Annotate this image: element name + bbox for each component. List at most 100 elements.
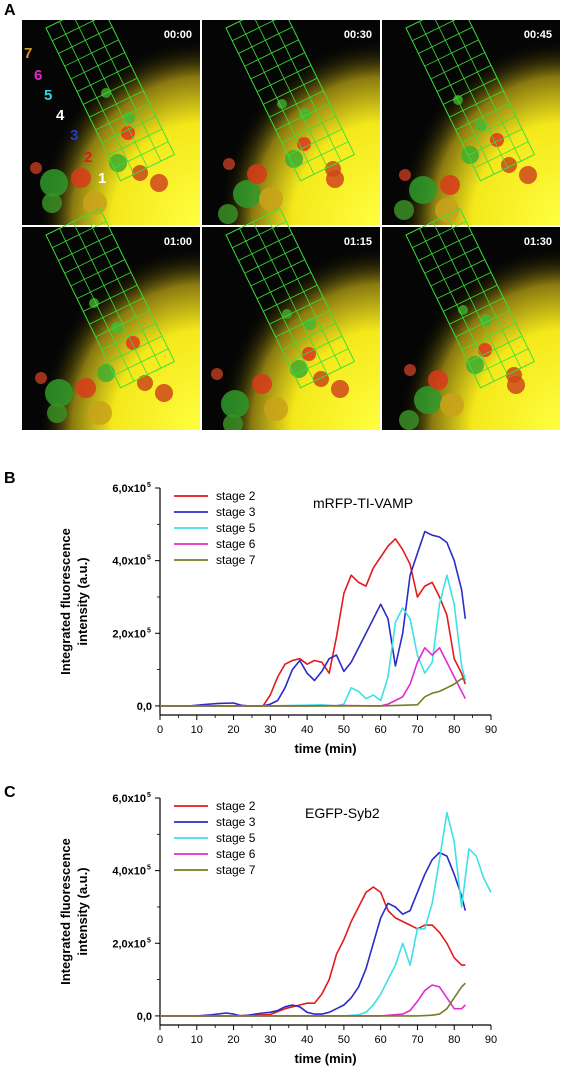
x-tick-label: 40	[301, 724, 313, 736]
roi-grid	[405, 208, 536, 389]
fluorescent-puncta	[83, 191, 107, 215]
legend-label: stage 3	[216, 505, 256, 519]
chart-mrfp-ti-vamp: 0 10 20 30 40 50 60 70 80 900,02,0x10 54,0x10 56,0x…	[58, 482, 497, 756]
fluorescent-puncta	[126, 336, 140, 350]
x-axis-label: time (min)	[294, 1051, 356, 1066]
x-tick-label: 70	[411, 1034, 423, 1046]
fluorescent-puncta	[304, 318, 316, 330]
y-tick-label: 0,0	[137, 1011, 152, 1023]
fluorescent-puncta	[211, 368, 223, 380]
fluorescent-puncta	[297, 137, 311, 151]
x-tick-label: 20	[227, 724, 239, 736]
series-line-stage-7	[160, 982, 466, 1017]
fluorescent-puncta	[478, 343, 492, 357]
legend-label: stage 7	[216, 863, 256, 877]
micrograph-tile: 00:45	[382, 20, 560, 225]
y-axis-label-line1: Integrated fluorescence	[58, 838, 73, 985]
fluorescent-puncta	[47, 403, 67, 423]
y-tick-exponent: 5	[147, 792, 151, 799]
fluorescent-puncta	[40, 169, 68, 197]
stage-number-label: 7	[24, 45, 32, 62]
fluorescent-puncta	[461, 146, 479, 164]
panel-label-c: C	[4, 784, 16, 801]
fluorescent-puncta	[490, 133, 504, 147]
y-tick-label: 2,0x10	[112, 938, 146, 950]
x-axis-label: time (min)	[294, 741, 356, 756]
x-tick-label: 40	[301, 1034, 313, 1046]
x-tick-label: 50	[338, 724, 350, 736]
y-tick-label: 4,0x10	[112, 866, 146, 878]
legend-label: stage 2	[216, 489, 256, 503]
panel-label-b: B	[4, 470, 16, 487]
fluorescent-puncta	[35, 372, 47, 384]
roi-grid	[225, 20, 356, 182]
x-tick-label: 50	[338, 1034, 350, 1046]
roi-grid	[225, 208, 356, 389]
panel-label-a: A	[4, 2, 16, 19]
fluorescent-puncta	[326, 170, 344, 188]
stage-number-label: 3	[70, 127, 78, 144]
fluorescent-puncta	[121, 126, 135, 140]
fluorescent-puncta	[435, 198, 459, 222]
micrograph-tile: 01:30	[382, 208, 560, 430]
fluorescent-puncta	[252, 374, 272, 394]
fluorescent-puncta	[519, 166, 537, 184]
legend-label: stage 6	[216, 847, 256, 861]
y-axis-label-line2: intensity (a.u.)	[75, 867, 90, 955]
y-tick-exponent: 5	[147, 482, 151, 489]
roi-grid	[45, 20, 176, 182]
series-line-stage-5	[160, 811, 492, 1017]
fluorescent-puncta	[97, 364, 115, 382]
fluorescent-puncta	[132, 165, 148, 181]
fluorescent-puncta	[428, 370, 448, 390]
fluorescent-puncta	[507, 376, 525, 394]
fluorescent-puncta	[30, 162, 42, 174]
series-line-stage-2	[160, 886, 466, 1017]
stage-number-label: 2	[84, 149, 92, 166]
legend-label: stage 7	[216, 553, 256, 567]
legend-label: stage 6	[216, 537, 256, 551]
fluorescent-puncta	[137, 375, 153, 391]
x-tick-label: 90	[485, 1034, 497, 1046]
series-line-stage-2	[160, 538, 467, 707]
series-line-stage-6	[160, 984, 466, 1017]
micrograph-tile: 01:15	[202, 208, 380, 430]
x-tick-label: 20	[227, 1034, 239, 1046]
fluorescent-puncta	[221, 390, 249, 418]
legend-label: stage 3	[216, 815, 256, 829]
timestamp-label: 01:30	[524, 236, 552, 248]
fluorescent-puncta	[299, 108, 311, 120]
fluorescent-puncta	[302, 347, 316, 361]
fluorescent-puncta	[331, 380, 349, 398]
x-tick-label: 80	[448, 1034, 460, 1046]
fluorescent-puncta	[150, 174, 168, 192]
fluorescent-puncta	[440, 175, 460, 195]
fluorescent-puncta	[71, 168, 91, 188]
fluorescent-puncta	[313, 371, 329, 387]
x-tick-label: 30	[264, 1034, 276, 1046]
roi-grid	[405, 20, 536, 182]
x-tick-label: 0	[157, 1034, 163, 1046]
fluorescent-puncta	[111, 322, 123, 334]
series-line-stage-3	[160, 851, 467, 1017]
x-tick-label: 60	[375, 724, 387, 736]
stage-number-label: 4	[56, 107, 65, 124]
y-tick-exponent: 5	[147, 627, 151, 634]
fluorescent-puncta	[480, 314, 492, 326]
fluorescent-puncta	[223, 414, 243, 430]
timestamp-label: 00:45	[524, 29, 552, 41]
chart-title: mRFP-TI-VAMP	[313, 495, 413, 511]
y-tick-label: 0,0	[137, 701, 152, 713]
fluorescent-puncta	[45, 379, 73, 407]
fluorescent-puncta	[155, 384, 173, 402]
fluorescent-puncta	[404, 364, 416, 376]
fluorescent-puncta	[88, 401, 112, 425]
legend-label: stage 5	[216, 521, 256, 535]
micrograph-tile: 00:30	[202, 20, 380, 225]
fluorescent-puncta	[466, 356, 484, 374]
fluorescent-puncta	[277, 99, 287, 109]
x-tick-label: 0	[157, 724, 163, 736]
x-tick-label: 10	[191, 1034, 203, 1046]
x-tick-label: 70	[411, 724, 423, 736]
fluorescent-puncta	[264, 397, 288, 421]
